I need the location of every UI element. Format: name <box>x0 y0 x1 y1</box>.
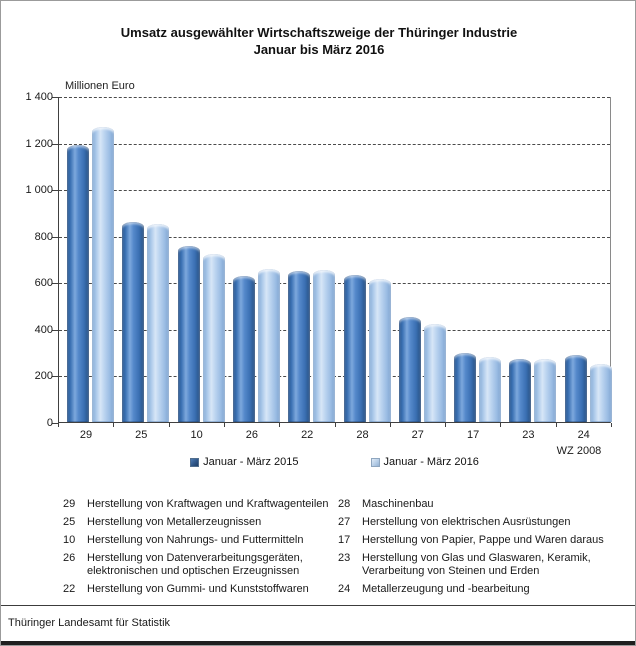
y-tick-1000 <box>52 190 58 192</box>
x-axis-classification-note: WZ 2008 <box>556 445 602 457</box>
bar-2016-wz29 <box>92 127 114 422</box>
x-category-label-17: 17 <box>466 429 480 441</box>
legend-item-2015: Januar - März 2015 <box>190 456 299 468</box>
bar-2015-wz22 <box>288 271 311 422</box>
footer-divider <box>1 605 635 606</box>
y-tick-label-600: 600 <box>34 277 53 290</box>
bar-2015-wz29 <box>67 145 89 422</box>
y-axis-unit-label: Millionen Euro <box>65 80 135 92</box>
bar-2015-wz26 <box>232 276 255 422</box>
x-tick-5 <box>334 423 336 427</box>
y-tick-200 <box>52 376 58 378</box>
x-tick-4 <box>279 423 281 427</box>
x-category-label-24: 24 <box>577 429 590 441</box>
x-tick-7 <box>445 423 447 427</box>
y-tick-800 <box>52 236 58 238</box>
bar-2015-wz23 <box>509 359 532 422</box>
sector-code-left-25: 25 <box>63 516 76 528</box>
x-tick-2 <box>168 423 170 427</box>
bar-2016-wz27 <box>423 324 446 422</box>
sector-label-right-24: Metallerzeugung und -bearbeitung <box>362 583 530 595</box>
plot-area <box>58 97 612 423</box>
sector-label-left-29: Herstellung von Kraftwagen und Kraftwage… <box>87 498 329 510</box>
y-tick-label-800: 800 <box>34 230 53 243</box>
bottom-border-bar <box>1 641 635 645</box>
y-tick-600 <box>52 283 58 285</box>
x-tick-0 <box>58 423 59 427</box>
bar-2016-wz22 <box>313 270 336 422</box>
x-category-label-28: 28 <box>356 429 369 441</box>
chart-title-line2: Januar bis März 2016 <box>253 42 385 57</box>
sector-code-right-23: 23 <box>338 552 351 564</box>
bar-2016-wz26 <box>257 269 280 422</box>
sector-code-right-28: 28 <box>338 498 351 510</box>
x-category-label-29: 29 <box>79 429 93 441</box>
y-tick-label-0: 0 <box>46 417 53 429</box>
y-tick-label-1000: 1 000 <box>25 184 53 197</box>
bar-2016-wz28 <box>368 279 391 422</box>
x-category-label-22: 22 <box>301 429 314 441</box>
sector-label-right-17: Herstellung von Papier, Pappe und Waren … <box>362 534 604 546</box>
legend-swatch-2016-icon <box>370 457 380 467</box>
sector-label-left-26: Herstellung von Datenverarbeitungsgeräte… <box>87 552 303 577</box>
x-category-label-27: 27 <box>411 429 424 441</box>
x-tick-1 <box>113 423 115 427</box>
source-attribution: Thüringer Landesamt für Statistik <box>8 617 171 629</box>
sector-code-left-26: 26 <box>63 552 76 564</box>
y-tick-1400 <box>52 97 58 98</box>
y-tick-label-200: 200 <box>34 370 53 383</box>
y-tick-label-1200: 1 200 <box>25 137 53 150</box>
x-category-label-25: 25 <box>135 429 148 441</box>
chart-legend: Januar - März 2015 Januar - März 2016 <box>58 456 611 468</box>
x-tick-8 <box>500 423 502 427</box>
bar-2015-wz17 <box>454 353 477 422</box>
chart-title: Umsatz ausgewählter Wirtschaftszweige de… <box>1 24 635 58</box>
x-tick-6 <box>389 423 391 427</box>
bar-2016-wz10 <box>202 254 225 422</box>
bar-2015-wz28 <box>343 275 366 422</box>
x-category-label-26: 26 <box>245 429 259 441</box>
y-tick-label-400: 400 <box>34 323 53 336</box>
legend-label-2016: Januar - März 2016 <box>383 456 479 468</box>
chart-title-line1: Umsatz ausgewählter Wirtschaftszweige de… <box>120 25 518 40</box>
sector-code-right-17: 17 <box>338 534 351 546</box>
sector-label-left-10: Herstellung von Nahrungs- und Futtermitt… <box>87 534 304 546</box>
bar-2016-wz23 <box>534 359 557 422</box>
sector-code-right-24: 24 <box>338 583 351 595</box>
gridline-1200 <box>59 143 610 145</box>
x-category-label-10: 10 <box>190 429 203 441</box>
x-tick-3 <box>223 423 225 427</box>
x-tick-10 <box>611 423 612 427</box>
y-tick-0 <box>52 423 58 424</box>
sector-code-left-22: 22 <box>63 583 76 595</box>
bar-2015-wz27 <box>398 317 421 422</box>
bar-2016-wz17 <box>479 357 502 422</box>
gridline-1400 <box>59 97 610 98</box>
sector-label-right-27: Herstellung von elektrischen Ausrüstunge… <box>362 516 571 528</box>
y-tick-label-1400: 1 400 <box>25 91 53 103</box>
sector-label-right-23: Herstellung von Glas und Glaswaren, Kera… <box>362 552 591 577</box>
x-tick-9 <box>555 423 557 427</box>
gridline-1000 <box>59 190 610 192</box>
bar-2016-wz25 <box>147 224 170 422</box>
y-tick-1200 <box>52 143 58 145</box>
bar-2015-wz25 <box>122 222 145 422</box>
bar-2015-wz24 <box>564 355 587 422</box>
y-tick-400 <box>52 329 58 331</box>
gridline-800 <box>59 236 610 238</box>
bar-2016-wz24 <box>589 364 612 422</box>
sector-code-left-29: 29 <box>63 498 76 510</box>
sector-label-left-25: Herstellung von Metallerzeugnissen <box>87 516 262 528</box>
sector-code-list: 29 Herstellung von Kraftwagen und Kraftwa… <box>63 498 619 596</box>
sector-code-right-27: 27 <box>338 516 351 528</box>
x-category-label-23: 23 <box>522 429 535 441</box>
bar-2015-wz10 <box>177 246 200 422</box>
legend-label-2015: Januar - März 2015 <box>203 456 299 468</box>
sector-code-left-10: 10 <box>63 534 76 546</box>
legend-item-2016: Januar - März 2016 <box>370 456 479 468</box>
sector-label-right-28: Maschinenbau <box>362 498 434 510</box>
sector-label-left-22: Herstellung von Gummi- und Kunststoffwar… <box>87 583 309 595</box>
legend-swatch-2015-icon <box>190 457 200 467</box>
